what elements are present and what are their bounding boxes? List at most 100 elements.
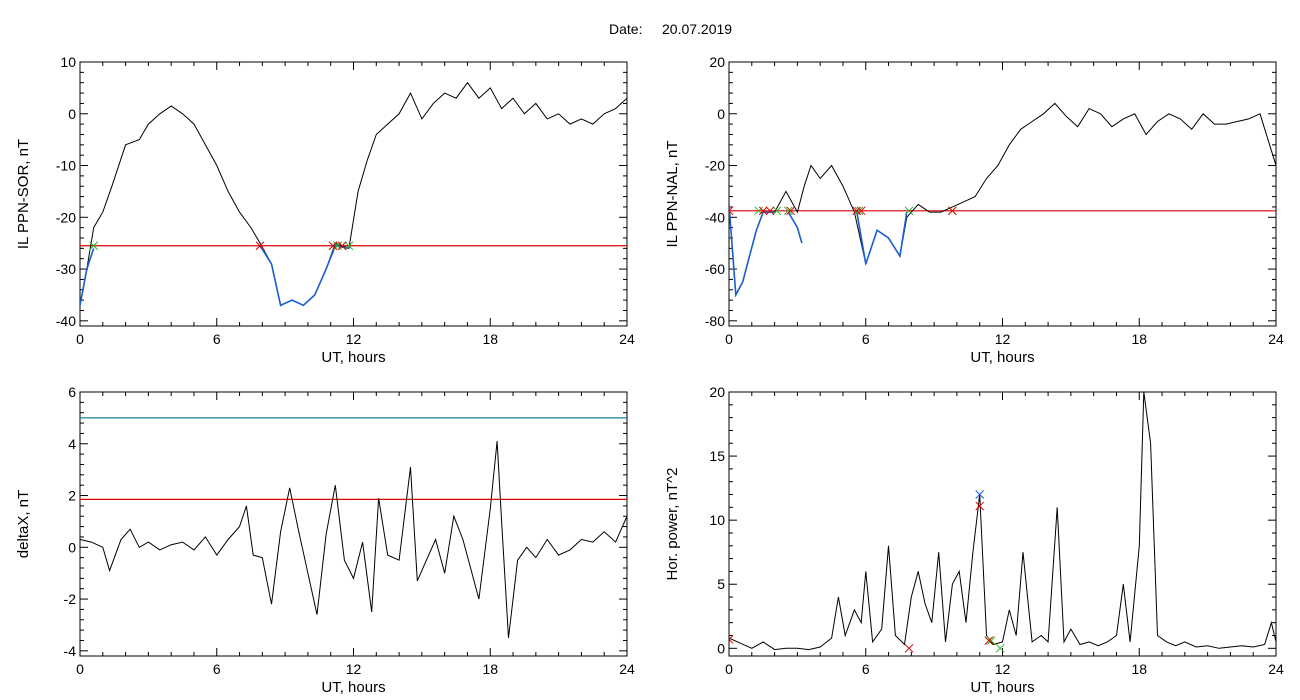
data-line [80,81,627,307]
y-tick-label: -40 [705,209,725,225]
y-tick-label: -20 [56,209,76,225]
x-axis-label: UT, hours [321,349,385,366]
below-threshold-segment [855,210,908,265]
x-tick-label: 24 [619,661,635,677]
y-tick-label: -40 [56,313,76,329]
y-tick-label: -2 [64,591,77,607]
y-tick-label: -4 [64,643,77,659]
marker-green [772,206,782,216]
x-tick-label: 24 [1268,331,1284,347]
y-axis-label: IL PPN-SOR, nT [15,139,32,249]
marker-red [975,501,985,511]
plot-area [729,102,1276,298]
x-tick-label: 0 [725,331,733,347]
marker-green [89,241,99,251]
x-tick-label: 0 [76,661,84,677]
y-tick-label: 20 [709,384,725,400]
x-axis-label: UT, hours [321,679,385,696]
marker-red-stroke [328,241,338,251]
marker-red-stroke [765,206,775,216]
x-tick-label: 12 [995,331,1011,347]
y-tick-label: -60 [705,261,725,277]
marker-red-stroke [786,206,795,216]
y-tick-label: 20 [709,54,725,70]
marker-red [758,206,768,216]
marker-blue-stroke [975,490,985,499]
marker-green-stroke [89,241,99,251]
y-axis-label: deltaX, nT [15,490,32,558]
marker-green [754,206,763,216]
marker-red [984,636,994,645]
y-tick-label: -20 [705,158,725,174]
x-tick-label: 12 [346,331,362,347]
panel-hor-power: 0 6 12 18 24 20 15 10 5 0 UT, hours Hor. power, nT^… [664,384,1284,696]
marker-green-stroke [986,636,996,645]
x-tick-label: 6 [862,331,870,347]
marker-red-stroke [975,501,985,511]
data-line [80,441,627,638]
x-tick-label: 6 [862,661,870,677]
plot-area [80,81,627,307]
y-tick-label: -10 [56,158,76,174]
marker-green-stroke [854,206,864,216]
marker-green-stroke [904,206,914,216]
marker-red [337,241,347,251]
marker-red [856,206,866,216]
marker-green [783,206,793,216]
marker-green [904,206,914,216]
marker-green-stroke [754,206,763,216]
marker-green [995,643,1005,653]
marker-red-stroke [856,206,866,216]
x-axis-label: UT, hours [970,349,1034,366]
plot-frame [728,61,1277,327]
plot-frame [728,391,1277,657]
below-threshold-segment [787,211,803,244]
y-tick-label: 15 [709,448,725,464]
plot-area [729,392,1276,653]
x-tick-label: 0 [76,331,84,347]
y-tick-label: 2 [68,488,76,504]
marker-green-stroke [772,206,782,216]
marker-blue [975,490,985,499]
below-threshold-segment [80,248,95,306]
x-tick-label: 12 [995,661,1011,677]
marker-red-stroke [984,636,994,645]
y-tick-label: 5 [717,576,725,592]
y-tick-label: 10 [60,54,76,70]
plot-frame [79,391,628,657]
marker-green-stroke [333,241,342,251]
marker-red [729,634,734,644]
marker-green [854,206,864,216]
marker-green-stroke [783,206,793,216]
below-threshold-segment [259,244,350,307]
x-tick-label: 6 [213,661,221,677]
marker-red [904,643,914,653]
x-tick-label: 0 [725,661,733,677]
panel-ppn-sor: 0 6 12 18 24 10 0 -10 -20 -30 -40 UT, hours IL PPN-S… [15,54,635,366]
data-line [729,102,1276,297]
marker-red-stroke [729,206,734,212]
marker-red [786,206,795,216]
y-tick-label: 0 [68,106,76,122]
marker-red [852,206,861,216]
panel-deltax: 0 6 12 18 24 6 4 2 0 -2 -4 UT, hours deltaX, nT [15,384,635,696]
marker-red [255,241,265,251]
date-label: Date: [609,21,642,37]
x-axis-label: UT, hours [970,679,1034,696]
date-value: 20.07.2019 [662,21,732,37]
y-tick-label: 6 [68,384,76,400]
x-tick-label: 6 [213,331,221,347]
x-tick-label: 18 [1131,331,1147,347]
y-tick-label: 0 [68,539,76,555]
y-tick-label: 10 [709,512,725,528]
data-line [729,392,1276,651]
marker-red [328,241,338,251]
panel-ppn-nal: 0 6 12 18 24 20 0 -20 -40 -60 -80 UT, hours IL PPN-N… [664,54,1284,366]
marker-red [948,206,957,216]
marker-red-stroke [255,241,265,251]
marker-red [729,206,734,216]
marker-red-stroke [904,643,914,653]
x-tick-label: 18 [482,331,498,347]
x-tick-label: 18 [1131,661,1147,677]
plot-area [80,417,627,638]
